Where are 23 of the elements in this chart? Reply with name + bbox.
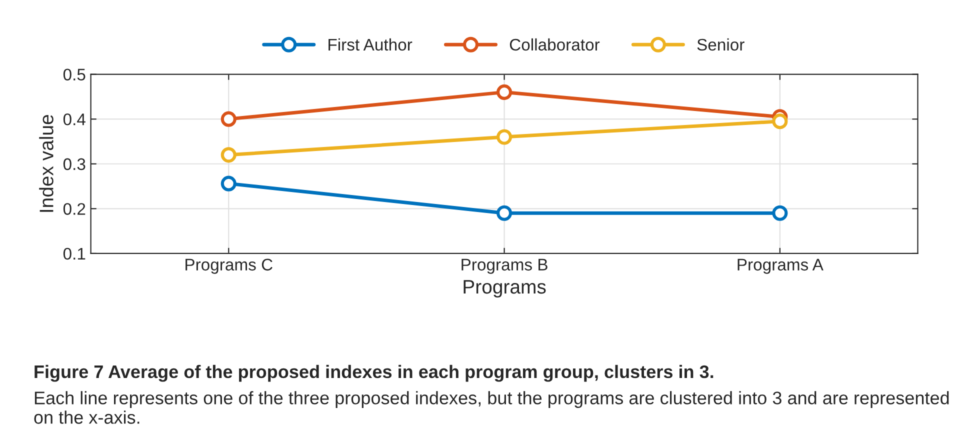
y-tick-label: 0.3	[63, 158, 86, 170]
y-tick-label: 0.5	[63, 68, 86, 80]
y-tick-label: 0.2	[63, 203, 86, 215]
point	[772, 114, 788, 130]
point	[220, 176, 236, 192]
point	[496, 84, 512, 100]
y-axis-title: Index value	[39, 115, 54, 212]
text: Each line represents one of the three proposed indexes, but the programs are clustered into 3 and are represented on the x-axis.	[34, 391, 949, 424]
legend-label: Collaborator	[510, 38, 600, 51]
x-tick-label: Programs A	[738, 258, 824, 274]
point	[496, 129, 512, 145]
y-tick-label: 0.4	[63, 113, 86, 126]
point	[772, 205, 788, 221]
caption: Figure 7 Average of the proposed indexes in each program group, clusters in 3.	[34, 364, 714, 382]
y-tick-label: 0.1	[63, 248, 86, 260]
legend-label: First Author	[328, 38, 412, 51]
legend-label: Senior	[697, 38, 744, 51]
x-tick-label: Programs B	[462, 258, 548, 274]
point	[220, 111, 236, 127]
x-axis-title: Programs	[464, 280, 546, 298]
x-tick-label: Programs C	[186, 258, 272, 274]
point	[220, 147, 236, 163]
point	[496, 205, 512, 221]
